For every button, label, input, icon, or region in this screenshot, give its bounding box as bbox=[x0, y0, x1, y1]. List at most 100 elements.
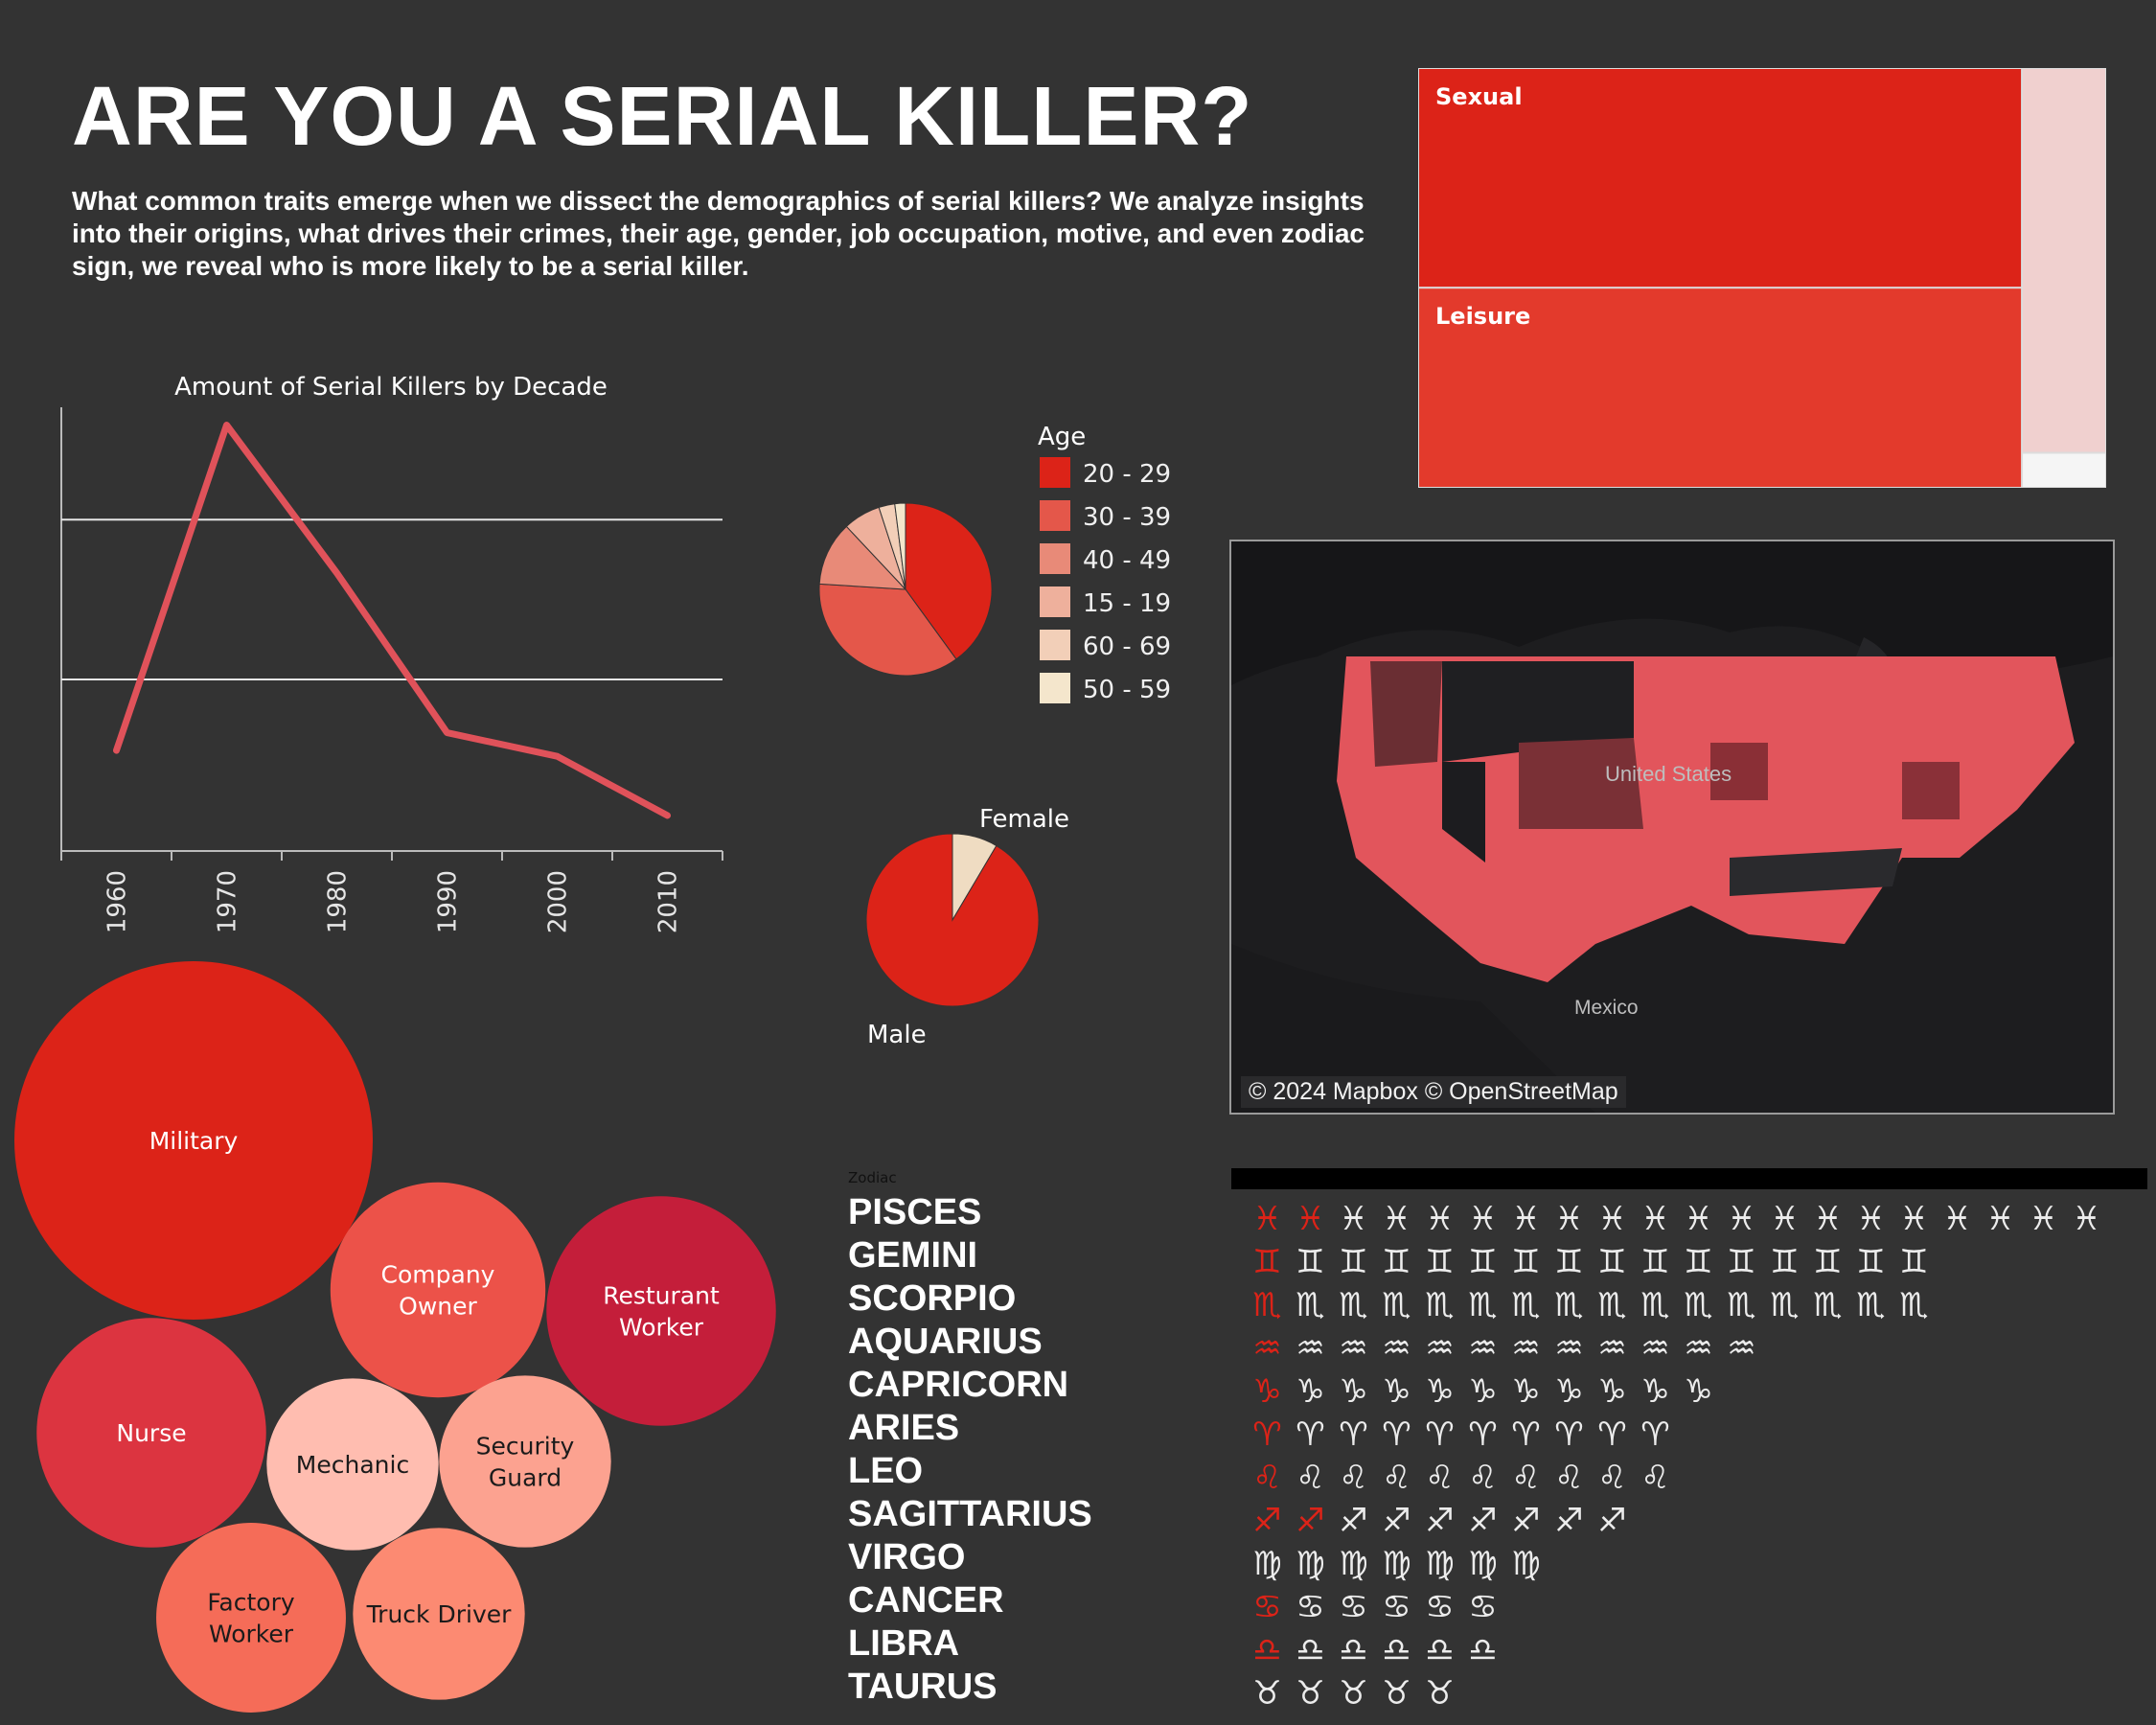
age-pie-slice-30-39 bbox=[818, 583, 957, 677]
leo-icon: ♌︎ bbox=[1511, 1459, 1541, 1497]
bubble-label-1-1: Owner bbox=[399, 1293, 477, 1321]
line-x-tick-label-1990: 1990 bbox=[434, 870, 463, 933]
scorpio-icon: ♏︎ bbox=[1382, 1286, 1411, 1324]
pisces-icon: ♓︎ bbox=[1813, 1200, 1843, 1238]
pisces-icon: ♓︎ bbox=[1597, 1200, 1627, 1238]
us-region-nevada bbox=[1442, 762, 1485, 862]
gemini-icon: ♊︎ bbox=[1640, 1243, 1670, 1281]
aries-icon: ♈︎ bbox=[1339, 1415, 1368, 1454]
us-region-north bbox=[1442, 661, 1634, 762]
pisces-icon: ♓︎ bbox=[1640, 1200, 1670, 1238]
bubble-resturant-worker bbox=[546, 1196, 776, 1426]
age-legend-label-3: 15 - 19 bbox=[1083, 589, 1171, 618]
us-map[interactable]: United States Mexico © 2024 Mapbox © Ope… bbox=[1229, 540, 2115, 1115]
scorpio-icon: ♏︎ bbox=[1770, 1286, 1800, 1324]
aquarius-icon: ♒︎ bbox=[1554, 1329, 1584, 1368]
leo-icon: ♌︎ bbox=[1468, 1459, 1498, 1497]
capricorn-icon: ♑︎ bbox=[1296, 1372, 1325, 1411]
aquarius-icon: ♒︎ bbox=[1727, 1329, 1756, 1368]
age-legend-swatch-4 bbox=[1040, 630, 1070, 660]
gemini-icon: ♊︎ bbox=[1382, 1243, 1411, 1281]
cancer-icon: ♋︎ bbox=[1252, 1588, 1282, 1626]
gemini-icon: ♊︎ bbox=[1554, 1243, 1584, 1281]
pisces-icon: ♓︎ bbox=[1684, 1200, 1713, 1238]
bubble-label-5-1: Guard bbox=[489, 1464, 562, 1492]
scorpio-icon: ♏︎ bbox=[1296, 1286, 1325, 1324]
bubble-label-2-0: Resturant bbox=[603, 1282, 720, 1310]
bubble-label-6-0: Factory bbox=[207, 1589, 295, 1617]
zodiac-label-gemini: GEMINI bbox=[848, 1235, 978, 1276]
leo-icon: ♌︎ bbox=[1296, 1459, 1325, 1497]
age-pie-chart bbox=[818, 502, 993, 677]
gender-pie-chart: Female Male bbox=[865, 805, 1069, 1049]
taurus-icon: ♉︎ bbox=[1339, 1674, 1368, 1713]
map-attribution[interactable]: © 2024 Mapbox © OpenStreetMap bbox=[1241, 1076, 1626, 1108]
treemap-label-sexual: Sexual bbox=[1435, 83, 1523, 110]
leo-icon: ♌︎ bbox=[1640, 1459, 1670, 1497]
gemini-icon: ♊︎ bbox=[1899, 1243, 1929, 1281]
map-label-united-states: United States bbox=[1605, 762, 1732, 786]
zodiac-label-taurus: TAURUS bbox=[848, 1667, 998, 1707]
aquarius-icon: ♒︎ bbox=[1339, 1329, 1368, 1368]
age-legend-label-2: 40 - 49 bbox=[1083, 546, 1171, 575]
zodiac-row-capricorn: ♑︎ ♑︎ ♑︎ ♑︎ ♑︎ ♑︎ ♑︎ ♑︎ ♑︎ ♑︎ ♑︎ bbox=[1246, 1370, 2108, 1414]
pisces-icon: ♓︎ bbox=[1511, 1200, 1541, 1238]
gemini-icon: ♊︎ bbox=[1727, 1243, 1756, 1281]
zodiac-label-aries: ARIES bbox=[848, 1408, 960, 1448]
bubble-label-5-0: Security bbox=[476, 1433, 575, 1460]
zodiac-pictograph: ♓︎ ♓︎ ♓︎ ♓︎ ♓︎ ♓︎ ♓︎ ♓︎ ♓︎ ♓︎ ♓︎ ♓︎ ♓︎ ♓︎ ♓︎ ♓︎ ♓︎ ♓︎ ♓︎ ♓︎… bbox=[1246, 1198, 2108, 1715]
treemap-tile-2 bbox=[2023, 69, 2105, 452]
zodiac-label-virgo: VIRGO bbox=[848, 1537, 966, 1577]
sagittarius-icon: ♐︎ bbox=[1425, 1502, 1455, 1540]
zodiac-row-pisces: ♓︎ ♓︎ ♓︎ ♓︎ ♓︎ ♓︎ ♓︎ ♓︎ ♓︎ ♓︎ ♓︎ ♓︎ ♓︎ ♓︎ ♓︎ ♓︎ ♓︎ ♓︎ ♓︎ ♓︎ bbox=[1246, 1198, 2108, 1241]
virgo-icon: ♍︎ bbox=[1468, 1545, 1498, 1583]
zodiac-label-sagittarius: SAGITTARIUS bbox=[848, 1494, 1092, 1534]
virgo-icon: ♍︎ bbox=[1252, 1545, 1282, 1583]
gemini-icon: ♊︎ bbox=[1252, 1243, 1282, 1281]
bubble-company-owner bbox=[330, 1182, 546, 1398]
page-title: ARE YOU A SERIAL KILLER? bbox=[72, 70, 1253, 163]
sagittarius-icon: ♐︎ bbox=[1554, 1502, 1584, 1540]
virgo-icon: ♍︎ bbox=[1511, 1545, 1541, 1583]
zodiac-row-cancer: ♋︎ ♋︎ ♋︎ ♋︎ ♋︎ ♋︎ bbox=[1246, 1586, 2108, 1629]
sagittarius-icon: ♐︎ bbox=[1597, 1502, 1627, 1540]
aries-icon: ♈︎ bbox=[1511, 1415, 1541, 1454]
treemap-tile-3 bbox=[2023, 453, 2105, 487]
pisces-icon: ♓︎ bbox=[1899, 1200, 1929, 1238]
line-series-serial-killers bbox=[113, 422, 671, 819]
pisces-icon: ♓︎ bbox=[1856, 1200, 1886, 1238]
gemini-icon: ♊︎ bbox=[1296, 1243, 1325, 1281]
aquarius-icon: ♒︎ bbox=[1252, 1329, 1282, 1368]
line-x-tick-label-1980: 1980 bbox=[324, 870, 353, 933]
gemini-icon: ♊︎ bbox=[1425, 1243, 1455, 1281]
gender-pie-slice-Male bbox=[865, 833, 1040, 1007]
zodiac-label-aquarius: AQUARIUS bbox=[848, 1322, 1043, 1362]
line-x-tick-label-2010: 2010 bbox=[654, 870, 683, 933]
capricorn-icon: ♑︎ bbox=[1339, 1372, 1368, 1411]
leo-icon: ♌︎ bbox=[1339, 1459, 1368, 1497]
aries-icon: ♈︎ bbox=[1640, 1415, 1670, 1454]
age-pie-slice-40-49 bbox=[818, 525, 907, 590]
scorpio-icon: ♏︎ bbox=[1425, 1286, 1455, 1324]
zodiac-label-libra: LIBRA bbox=[848, 1623, 960, 1664]
line-x-tick-label-2000: 2000 bbox=[544, 870, 573, 933]
bubble-factory-worker bbox=[156, 1523, 346, 1713]
sagittarius-icon: ♐︎ bbox=[1468, 1502, 1498, 1540]
sagittarius-icon: ♐︎ bbox=[1511, 1502, 1541, 1540]
bubble-security-guard bbox=[439, 1375, 611, 1548]
gender-label-male: Male bbox=[867, 1021, 927, 1049]
zodiac-header-bar bbox=[1231, 1168, 2147, 1189]
capricorn-icon: ♑︎ bbox=[1468, 1372, 1498, 1411]
zodiac-label-pisces: PISCES bbox=[848, 1192, 982, 1232]
capricorn-icon: ♑︎ bbox=[1640, 1372, 1670, 1411]
age-legend-swatch-2 bbox=[1040, 543, 1070, 574]
cancer-icon: ♋︎ bbox=[1296, 1588, 1325, 1626]
bubble-label-0-0: Military bbox=[149, 1127, 239, 1155]
treemap-tile-1 bbox=[1419, 288, 2022, 487]
aries-icon: ♈︎ bbox=[1554, 1415, 1584, 1454]
virgo-icon: ♍︎ bbox=[1296, 1545, 1325, 1583]
treemap-tile-0 bbox=[1419, 69, 2022, 288]
scorpio-icon: ♏︎ bbox=[1727, 1286, 1756, 1324]
aquarius-icon: ♒︎ bbox=[1382, 1329, 1411, 1368]
gender-label-female: Female bbox=[979, 805, 1069, 834]
